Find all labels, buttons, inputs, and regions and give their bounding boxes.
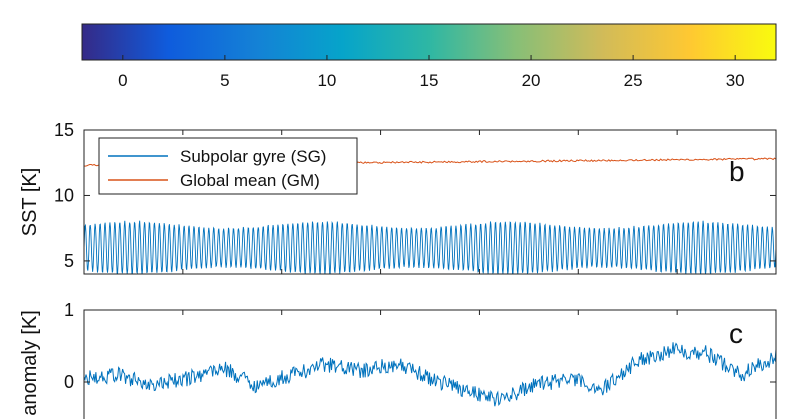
series-line-sg — [84, 220, 776, 274]
colorbar-tick-label: 10 — [317, 71, 336, 90]
legend-label-sg: Subpolar gyre (SG) — [180, 147, 326, 166]
panel-b-label: b — [729, 156, 745, 187]
panel-c-x-ticks — [182, 310, 678, 315]
legend-box — [98, 137, 358, 195]
panel-c-y-ticks: 01 — [64, 300, 776, 392]
panel-c-ylabel: anomaly [K] — [19, 310, 41, 416]
panel-b-x-ticks — [182, 130, 678, 274]
panel-c: 01 anomaly [K] c — [19, 300, 777, 419]
y-tick-label: 0 — [64, 372, 74, 392]
y-tick-label: 5 — [64, 251, 74, 271]
y-tick-label: 1 — [64, 300, 74, 320]
colorbar: 0 5 10 15 20 25 30 — [81, 23, 777, 90]
y-tick-label: 10 — [54, 185, 74, 205]
colorbar-tick-label: 15 — [420, 71, 439, 90]
panel-b: 5 10 15 SST [K] b Subpolar gyre (SG) Globa… — [19, 120, 777, 275]
colorbar-tick-label: 30 — [726, 71, 745, 90]
panel-c-label: c — [729, 318, 743, 349]
colorbar-tick-label: 25 — [624, 71, 643, 90]
panel-b-axes-box — [83, 129, 777, 275]
colorbar-tick-label: 0 — [118, 71, 127, 90]
legend-label-gm: Global mean (GM) — [180, 171, 320, 190]
legend: Subpolar gyre (SG) Global mean (GM) — [98, 137, 358, 195]
colorbar-tick-label: 20 — [522, 71, 541, 90]
y-tick-label: 15 — [54, 120, 74, 140]
colorbar-gradient — [81, 23, 777, 61]
panel-b-y-ticks: 5 10 15 — [54, 120, 776, 271]
colorbar-ticks: 0 5 10 15 20 25 30 — [118, 55, 745, 90]
colorbar-tick-label: 5 — [220, 71, 229, 90]
panel-b-ylabel: SST [K] — [19, 168, 41, 237]
series-line-anomaly — [84, 342, 776, 407]
panel-c-axes-box — [83, 309, 777, 419]
